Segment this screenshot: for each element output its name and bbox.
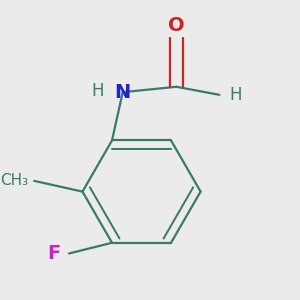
Text: O: O (168, 16, 185, 34)
Text: CH₃: CH₃ (0, 173, 28, 188)
Text: F: F (48, 244, 61, 263)
Text: H: H (91, 82, 103, 100)
Text: H: H (229, 86, 242, 104)
Text: N: N (115, 83, 131, 102)
